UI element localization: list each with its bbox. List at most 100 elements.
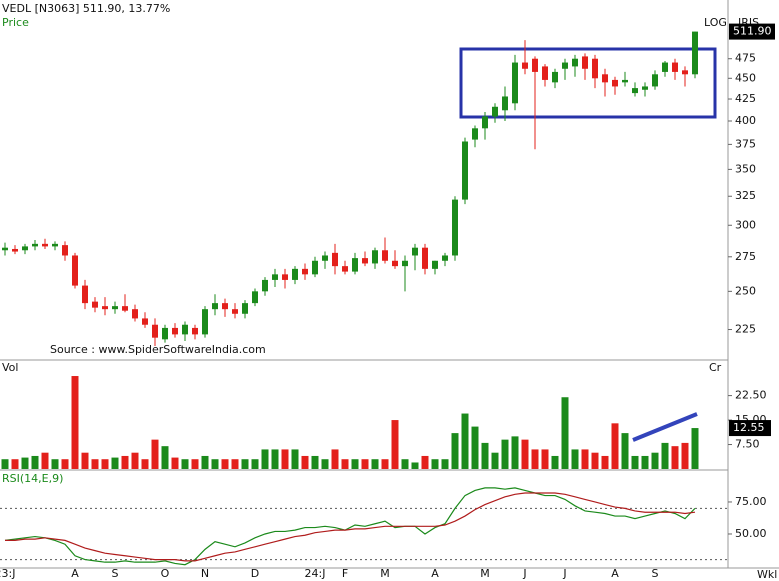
- candle-body: [612, 79, 618, 87]
- rsi-line: [5, 492, 696, 562]
- candle-body: [262, 279, 268, 292]
- volume-bar: [211, 459, 219, 469]
- y-tick-label: 450: [735, 71, 756, 84]
- candle-body: [542, 66, 548, 80]
- y-tick-label: 75.00: [735, 495, 767, 508]
- candle-body: [432, 260, 438, 269]
- candle-body: [72, 255, 78, 286]
- candle-body: [452, 199, 458, 256]
- candle-body: [132, 309, 138, 319]
- y-tick-label: 425: [735, 92, 756, 105]
- volume-bar: [331, 449, 339, 469]
- candle-body: [312, 260, 318, 275]
- x-tick-label: J: [522, 567, 526, 580]
- scale-label: LOG: [704, 16, 727, 29]
- candle-body: [272, 274, 278, 280]
- volume-bar: [501, 439, 509, 469]
- y-tick-label: 275: [735, 250, 756, 263]
- candle-body: [602, 74, 608, 83]
- volume-bar: [661, 442, 669, 469]
- y-tick-label: 350: [735, 162, 756, 175]
- candle-body: [182, 324, 188, 335]
- x-tick-label: M: [380, 567, 390, 580]
- volume-bar: [311, 455, 319, 469]
- volume-bar: [351, 459, 359, 469]
- volume-bar: [91, 459, 99, 469]
- volume-bar: [361, 459, 369, 469]
- volume-bar: [441, 459, 449, 469]
- candle-body: [352, 258, 358, 272]
- volume-bar: [461, 413, 469, 469]
- candle-body: [282, 274, 288, 280]
- candle-body: [462, 141, 468, 200]
- volume-bar: [201, 455, 209, 469]
- candle-body: [372, 250, 378, 264]
- volume-bar: [11, 459, 19, 469]
- x-tick-label: O: [161, 567, 170, 580]
- volume-bar: [561, 397, 569, 469]
- volume-bar: [511, 436, 519, 469]
- candle-body: [2, 247, 8, 251]
- y-tick-label: 400: [735, 114, 756, 127]
- candle-body: [592, 58, 598, 79]
- candle-body: [32, 243, 38, 247]
- volume-bar: [551, 455, 559, 469]
- last-volume-box: [729, 420, 771, 437]
- last-price-box: [729, 23, 775, 40]
- volume-bar: [381, 459, 389, 469]
- candle-body: [212, 303, 218, 310]
- volume-bar: [581, 449, 589, 469]
- candle-body: [482, 116, 488, 129]
- candle-body: [362, 258, 368, 264]
- candle-body: [162, 327, 168, 340]
- volume-bar: [421, 455, 429, 469]
- volume-bar: [301, 455, 309, 469]
- candle-body: [652, 74, 658, 87]
- candle-body: [332, 252, 338, 267]
- volume-bar: [291, 449, 299, 469]
- period-label: Wkl: [757, 568, 777, 581]
- volume-bar: [671, 446, 679, 469]
- candle-body: [472, 128, 478, 140]
- volume-bar: [51, 459, 59, 469]
- volume-bar: [391, 420, 399, 469]
- trend-annotation: [632, 412, 698, 442]
- volume-bar: [41, 452, 49, 469]
- volume-bar: [181, 459, 189, 469]
- volume-bar: [261, 449, 269, 469]
- volume-bar: [641, 455, 649, 469]
- volume-bar: [321, 459, 329, 469]
- volume-bar: [571, 449, 579, 469]
- y-tick-label: 225: [735, 323, 756, 336]
- candle-body: [662, 62, 668, 72]
- volume-bar: [121, 455, 129, 469]
- volume-bar: [531, 449, 539, 469]
- x-tick-label: F: [342, 567, 348, 580]
- volume-bar: [401, 459, 409, 469]
- unit-label: Cr: [709, 361, 722, 374]
- last-volume-label: 12.55: [733, 421, 765, 434]
- candle-body: [682, 70, 688, 75]
- volume-bar: [371, 459, 379, 469]
- candle-body: [392, 260, 398, 267]
- volume-bar: [491, 452, 499, 469]
- volume-bar: [691, 428, 699, 469]
- volume-bar: [271, 449, 279, 469]
- candle-body: [302, 268, 308, 275]
- candle-body: [322, 255, 328, 261]
- volume-bar: [651, 452, 659, 469]
- chart-title: VEDL [N3063] 511.90, 13.77%: [2, 2, 170, 15]
- candle-body: [232, 309, 238, 314]
- candle-body: [82, 285, 88, 304]
- volume-bar: [221, 459, 229, 469]
- candle-body: [42, 243, 48, 247]
- candle-body: [222, 303, 228, 310]
- candle-body: [152, 324, 158, 338]
- volume-bar: [521, 439, 529, 469]
- volume-bar: [61, 459, 69, 469]
- y-tick-label: 325: [735, 189, 756, 202]
- x-tick-label: A: [611, 567, 619, 580]
- candle-body: [552, 71, 558, 83]
